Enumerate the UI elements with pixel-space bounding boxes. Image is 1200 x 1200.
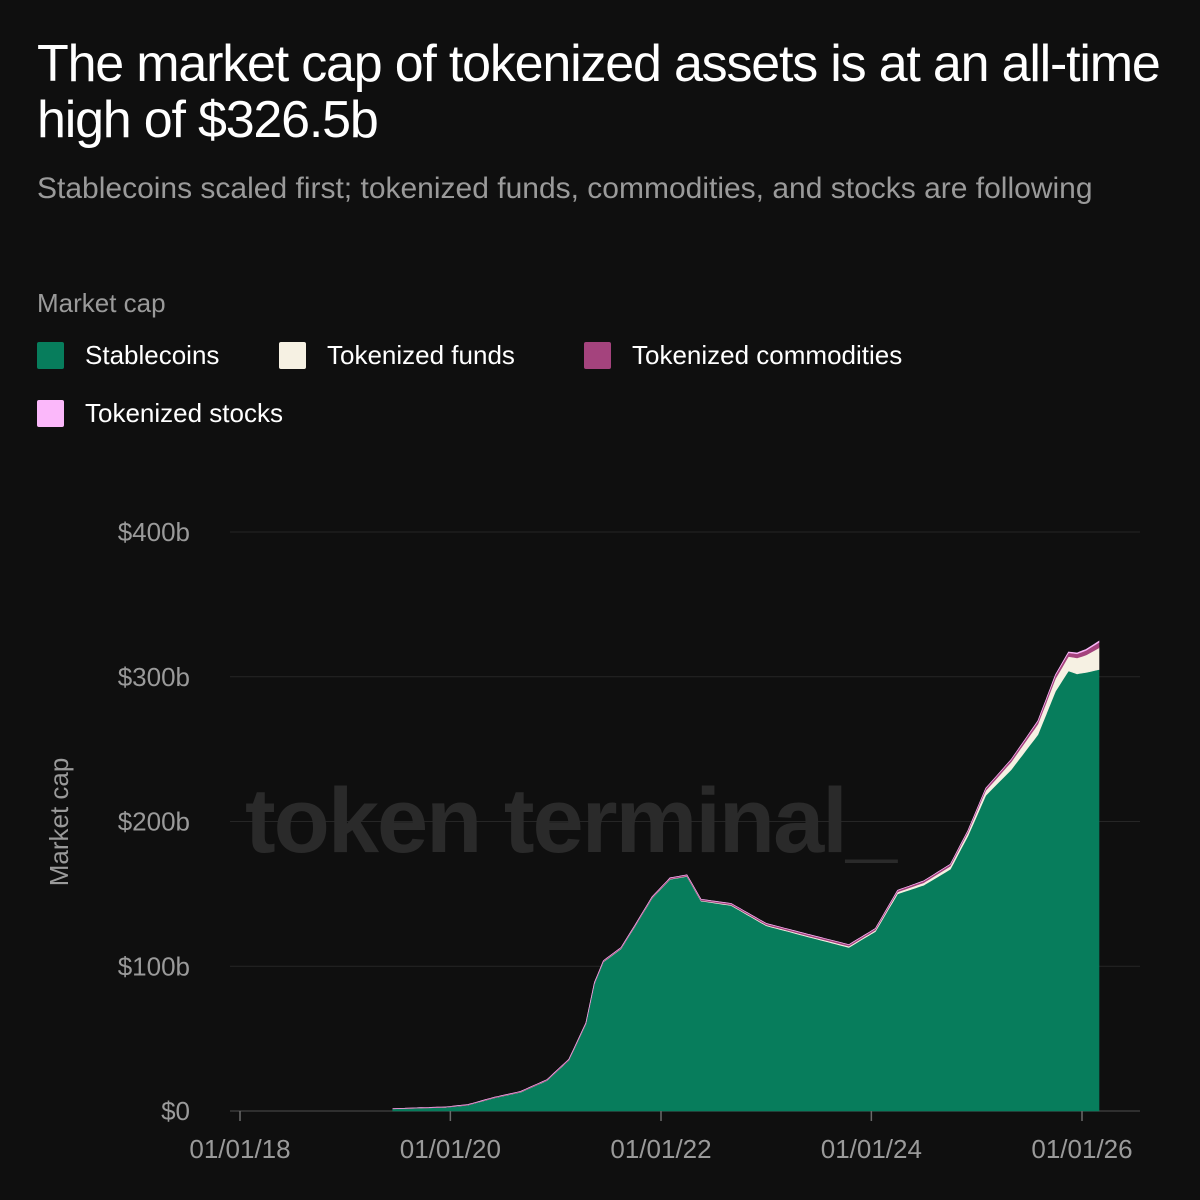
x-tick-label: 01/01/20 [400,1134,501,1164]
x-tick-label: 01/01/26 [1031,1134,1132,1164]
legend-swatch-tokenized-commodities [584,342,611,369]
legend-label-stablecoins: Stablecoins [85,340,220,370]
x-tick-label: 01/01/24 [821,1134,922,1164]
y-tick-label: $300b [118,662,190,692]
legend-item-tokenized-funds[interactable]: Tokenized funds [279,340,515,371]
legend-swatch-tokenized-stocks [37,400,64,427]
chart-title: The market cap of tokenized assets is at… [37,35,1161,149]
area-layer [392,640,1100,1112]
x-tick-label: 01/01/18 [189,1134,290,1164]
legend-title: Market cap [37,288,166,318]
legend-label-tokenized-stocks: Tokenized stocks [85,398,283,428]
legend-swatch-tokenized-funds [279,342,306,369]
legend-swatch-stablecoins [37,342,64,369]
y-tick-label: $200b [118,807,190,837]
area-tokenized-stocks [392,640,1100,1109]
legend-label-tokenized-funds: Tokenized funds [327,340,515,370]
watermark: token terminal_ [245,770,898,872]
y-tick-label: $100b [118,951,190,981]
legend-label-tokenized-commodities: Tokenized commodities [632,340,903,370]
legend-item-tokenized-stocks[interactable]: Tokenized stocks [37,398,283,429]
area-stablecoins [392,669,1100,1112]
y-axis-label: Market cap [44,758,74,887]
y-tick-label: $0 [161,1096,190,1126]
legend-item-stablecoins[interactable]: Stablecoins [37,340,219,371]
x-tick-label: 01/01/22 [610,1134,711,1164]
chart-subtitle: Stablecoins scaled first; tokenized fund… [37,172,1093,205]
y-tick-label: $400b [118,517,190,547]
axis-layer: $0 $100b $200b $300b $400b 01/01/18 01/01/20 01… [118,517,1133,1164]
legend-item-tokenized-commodities[interactable]: Tokenized commodities [584,340,902,371]
